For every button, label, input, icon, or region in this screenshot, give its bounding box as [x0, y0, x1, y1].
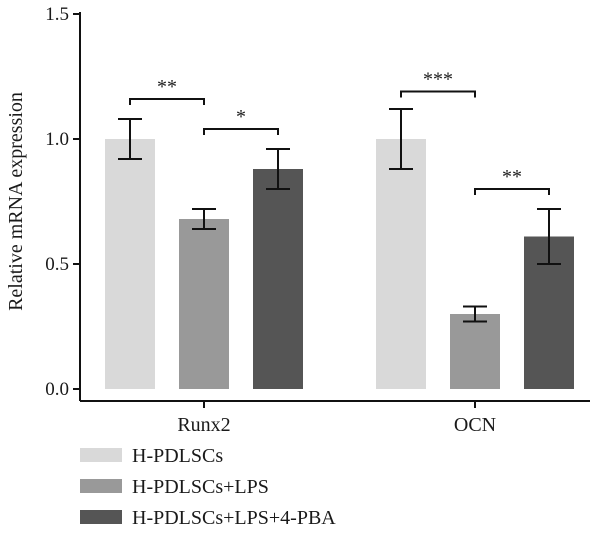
legend-label: H-PDLSCs+LPS [132, 476, 269, 498]
legend-swatch [80, 479, 122, 493]
legend: H-PDLSCs H-PDLSCs+LPS H-PDLSCs+LPS+4-PBA [80, 445, 336, 529]
bar [253, 169, 303, 389]
y-tick-label: 1.5 [45, 4, 69, 25]
y-tick-label: 1.0 [45, 129, 69, 150]
significance-bracket [129, 98, 205, 105]
legend-label: H-PDLSCs+LPS+4-PBA [132, 507, 336, 529]
x-tick-label: OCN [454, 414, 496, 436]
y-tick-label: 0.0 [45, 379, 69, 400]
axes: 0.0 0.5 1.0 1.5 Runx2 OCN Relative mRNA expres… [5, 4, 590, 436]
x-tick-label: Runx2 [177, 414, 230, 436]
bar [105, 139, 155, 389]
significance-bracket [474, 188, 550, 195]
significance-label: *** [423, 69, 453, 91]
plot-area: ******** [105, 69, 574, 389]
bar [179, 219, 229, 389]
significance-bracket [400, 90, 476, 98]
bar [450, 314, 500, 389]
y-axis-title: Relative mRNA expression [5, 92, 27, 311]
legend-swatch [80, 510, 122, 524]
y-tick-label: 0.5 [45, 254, 69, 275]
significance-label: ** [502, 166, 522, 188]
significance-label: * [236, 106, 246, 128]
significance-label: ** [157, 76, 177, 98]
bar [376, 139, 426, 389]
legend-label: H-PDLSCs [132, 445, 223, 467]
significance-bracket [203, 128, 279, 135]
legend-swatch [80, 448, 122, 462]
